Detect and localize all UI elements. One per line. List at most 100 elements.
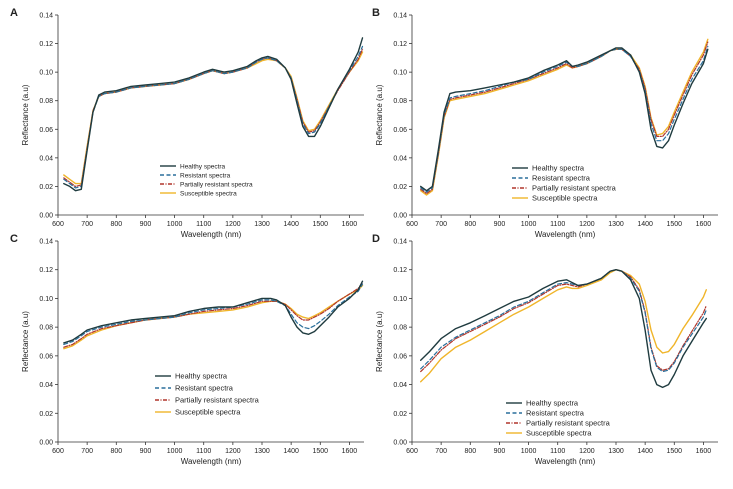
x-tick-label: 1200 <box>225 448 241 455</box>
x-tick-label: 1200 <box>579 448 595 455</box>
series-line-partially-resistant-spectra <box>63 282 364 348</box>
x-tick-label: 1100 <box>196 221 211 228</box>
panel-letter: C <box>10 233 18 245</box>
x-tick-label: 1500 <box>666 221 682 228</box>
x-tick-label: 900 <box>494 221 506 228</box>
x-tick-label: 1300 <box>608 448 624 455</box>
y-axis-title: Reflectance (a.u) <box>21 84 30 145</box>
y-tick-label: 0.08 <box>393 325 407 332</box>
x-tick-label: 600 <box>52 221 64 228</box>
x-tick-label: 1100 <box>550 448 565 455</box>
x-tick-label: 600 <box>52 448 64 455</box>
x-tick-label: 700 <box>81 448 93 455</box>
x-tick-label: 800 <box>110 221 122 228</box>
series-line-healthy-spectra <box>420 47 709 192</box>
x-tick-label: 1200 <box>225 221 241 228</box>
y-tick-label: 0.00 <box>39 440 53 447</box>
legend-label: Partially resistant spectra <box>175 396 260 405</box>
legend-label: Susceptible spectra <box>532 194 598 203</box>
x-tick-label: 700 <box>81 221 93 228</box>
x-tick-label: 900 <box>140 221 152 228</box>
y-tick-label: 0.06 <box>393 353 407 360</box>
y-tick-label: 0.12 <box>393 41 407 48</box>
panel-letter: B <box>372 7 380 19</box>
y-tick-label: 0.14 <box>393 13 407 20</box>
x-tick-label: 1400 <box>637 221 653 228</box>
y-tick-label: 0.14 <box>39 13 53 20</box>
y-tick-label: 0.14 <box>39 239 53 246</box>
x-tick-label: 1300 <box>608 221 624 228</box>
legend-label: Susceptible spectra <box>180 190 237 197</box>
x-tick-label: 800 <box>464 221 476 228</box>
y-tick-label: 0.12 <box>393 267 407 274</box>
y-tick-label: 0.02 <box>39 411 53 418</box>
x-axis-title: Wavelength (nm) <box>535 457 596 466</box>
x-tick-label: 1400 <box>283 221 299 228</box>
x-tick-label: 1000 <box>167 448 183 455</box>
series-line-resistant-spectra <box>63 45 364 189</box>
panel-letter: D <box>372 233 380 245</box>
x-tick-label: 700 <box>435 221 447 228</box>
x-tick-label: 1100 <box>196 448 211 455</box>
legend-label: Susceptible spectra <box>175 408 241 417</box>
x-tick-label: 1500 <box>666 448 682 455</box>
y-tick-label: 0.00 <box>393 440 407 447</box>
x-axis-title: Wavelength (nm) <box>181 230 242 239</box>
x-tick-label: 1600 <box>696 448 712 455</box>
y-axis-title: Reflectance (a.u) <box>21 311 30 372</box>
x-tick-label: 1300 <box>254 221 270 228</box>
x-tick-label: 1000 <box>521 221 537 228</box>
x-tick-label: 1300 <box>254 448 270 455</box>
x-tick-label: 600 <box>406 448 418 455</box>
legend-label: Resistant spectra <box>532 174 591 183</box>
x-tick-label: 1500 <box>312 221 328 228</box>
x-tick-label: 900 <box>140 448 152 455</box>
y-tick-label: 0.12 <box>39 267 53 274</box>
y-tick-label: 0.02 <box>393 184 407 191</box>
x-tick-label: 1600 <box>696 221 712 228</box>
y-tick-label: 0.04 <box>39 382 53 389</box>
y-tick-label: 0.06 <box>393 127 407 134</box>
legend-label: Healthy spectra <box>175 372 228 381</box>
x-axis-title: Wavelength (nm) <box>181 457 242 466</box>
series-line-healthy-spectra <box>63 37 364 192</box>
y-tick-label: 0.12 <box>39 41 53 48</box>
y-tick-label: 0.00 <box>393 213 407 220</box>
legend-label: Healthy spectra <box>180 163 226 170</box>
series-line-susceptible-spectra <box>63 284 364 350</box>
series-line-susceptible-spectra <box>420 269 707 383</box>
series-line-resistant-spectra <box>63 283 364 345</box>
legend-label: Healthy spectra <box>526 399 579 408</box>
y-tick-label: 0.00 <box>39 213 53 220</box>
y-tick-label: 0.06 <box>39 353 53 360</box>
y-tick-label: 0.10 <box>39 296 53 303</box>
y-tick-label: 0.04 <box>39 155 53 162</box>
series-line-resistant-spectra <box>420 45 709 193</box>
y-tick-label: 0.04 <box>393 382 407 389</box>
y-axis-title: Reflectance (a.u) <box>375 84 384 145</box>
y-tick-label: 0.08 <box>39 325 53 332</box>
y-axis-title: Reflectance (a.u) <box>375 311 384 372</box>
legend-label: Partially resistant spectra <box>180 181 253 188</box>
legend-label: Partially resistant spectra <box>532 184 617 193</box>
y-tick-label: 0.10 <box>39 70 53 77</box>
y-tick-label: 0.14 <box>393 239 407 246</box>
x-tick-label: 900 <box>494 448 506 455</box>
x-tick-label: 700 <box>435 448 447 455</box>
panel-a: A 0.00 0.02 0.04 0.06 0.08 0.10 0.12 0.14 600 700 8… <box>10 7 364 239</box>
series-line-partially-resistant-spectra <box>420 269 707 373</box>
x-tick-label: 1000 <box>167 221 183 228</box>
legend-label: Resistant spectra <box>180 172 231 179</box>
panel-b: B 0.00 0.02 0.04 0.06 0.08 0.10 0.12 0.14 600 700 8… <box>372 7 718 239</box>
legend-label: Partially resistant spectra <box>526 419 611 428</box>
x-tick-label: 1500 <box>312 448 328 455</box>
x-tick-label: 1100 <box>550 221 565 228</box>
series-line-healthy-spectra <box>63 280 364 344</box>
x-tick-label: 1200 <box>579 221 595 228</box>
y-tick-label: 0.10 <box>393 70 407 77</box>
legend: Healthy spectra Resistant spectra Partiall… <box>160 163 253 197</box>
x-tick-label: 1000 <box>521 448 537 455</box>
